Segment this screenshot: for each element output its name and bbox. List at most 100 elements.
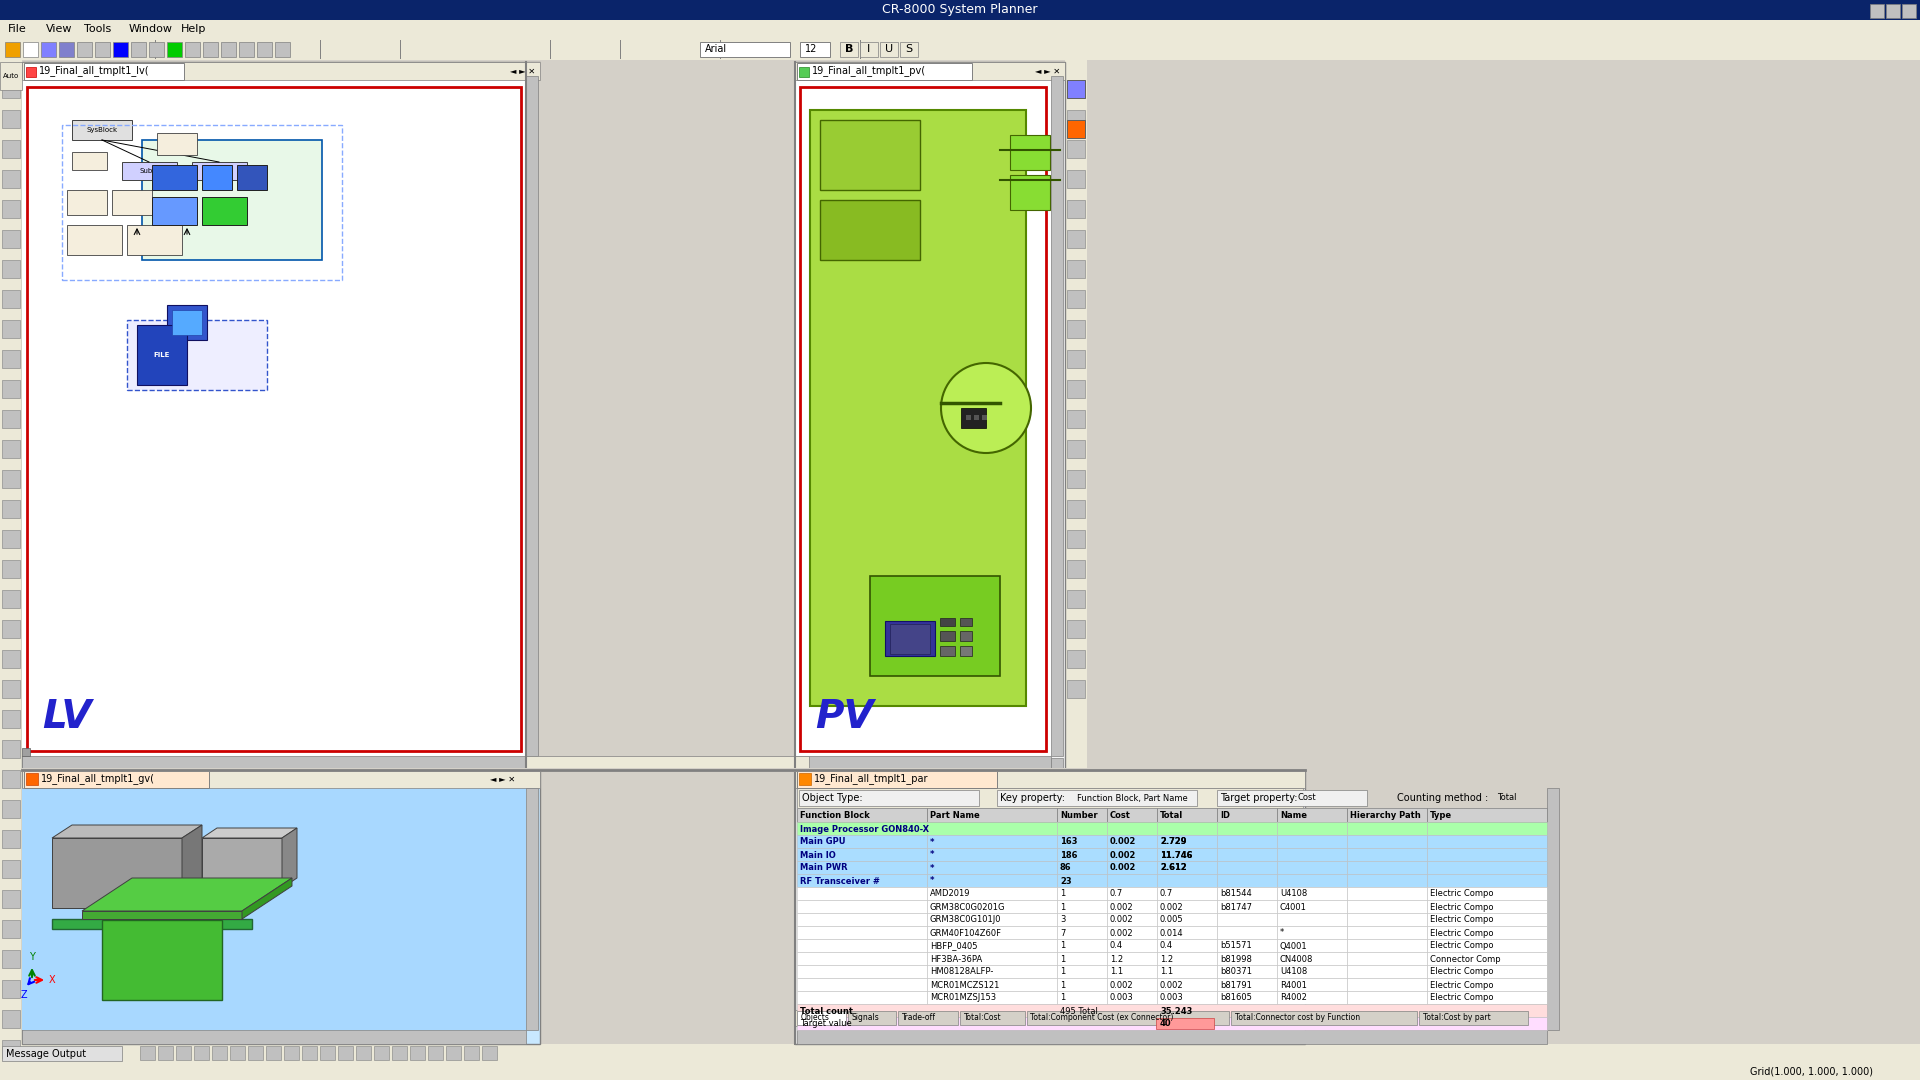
Bar bbox=[2, 470, 19, 488]
Bar bbox=[1217, 939, 1277, 951]
Bar bbox=[284, 1047, 300, 1059]
Bar bbox=[981, 415, 987, 420]
Text: 0.002: 0.002 bbox=[1110, 903, 1133, 912]
Bar bbox=[202, 197, 248, 225]
Bar bbox=[1010, 175, 1050, 210]
Bar bbox=[799, 67, 808, 77]
Text: b81998: b81998 bbox=[1219, 955, 1252, 963]
Bar bbox=[1427, 835, 1548, 848]
Bar bbox=[797, 788, 1304, 808]
Bar bbox=[1068, 110, 1085, 129]
Text: Total:Cost by part: Total:Cost by part bbox=[1423, 1013, 1490, 1023]
Bar bbox=[797, 808, 1548, 822]
Bar bbox=[797, 861, 1548, 874]
Bar bbox=[2, 320, 19, 338]
Bar bbox=[1158, 822, 1217, 835]
Bar bbox=[204, 42, 219, 57]
Bar bbox=[960, 646, 972, 656]
Bar bbox=[248, 1047, 263, 1059]
Bar bbox=[2, 380, 19, 399]
Text: S: S bbox=[906, 44, 912, 54]
Text: 0.003: 0.003 bbox=[1160, 994, 1185, 1002]
Bar bbox=[1427, 939, 1548, 951]
Bar bbox=[870, 576, 1000, 676]
Bar bbox=[1058, 874, 1108, 887]
Bar bbox=[465, 1047, 478, 1059]
Text: FILE: FILE bbox=[154, 352, 171, 357]
Bar bbox=[60, 42, 75, 57]
Bar bbox=[113, 42, 129, 57]
Bar bbox=[73, 120, 132, 140]
Text: 163: 163 bbox=[1060, 837, 1077, 847]
Bar bbox=[1068, 80, 1085, 98]
Bar bbox=[899, 1011, 958, 1025]
Bar bbox=[355, 1047, 371, 1059]
Text: R4002: R4002 bbox=[1281, 994, 1308, 1002]
Text: 495 Total: 495 Total bbox=[1060, 1007, 1098, 1015]
Text: 1: 1 bbox=[1060, 981, 1066, 989]
Bar bbox=[2, 110, 19, 129]
Bar bbox=[1058, 848, 1108, 861]
Bar bbox=[1158, 861, 1217, 874]
Bar bbox=[927, 900, 1058, 913]
Text: *: * bbox=[929, 837, 935, 847]
Bar bbox=[2, 1047, 123, 1061]
Bar bbox=[1058, 913, 1108, 926]
Bar bbox=[927, 978, 1058, 991]
Text: Connector Comp: Connector Comp bbox=[1430, 955, 1501, 963]
Bar bbox=[1277, 966, 1348, 978]
Text: Target property:: Target property: bbox=[1219, 793, 1298, 804]
Text: *: * bbox=[929, 851, 935, 860]
Bar bbox=[2, 530, 19, 548]
Bar bbox=[411, 1047, 424, 1059]
Bar bbox=[202, 165, 232, 190]
Bar bbox=[428, 1047, 444, 1059]
Bar bbox=[1058, 822, 1108, 835]
Bar bbox=[841, 42, 858, 57]
Bar bbox=[21, 770, 540, 788]
Bar bbox=[526, 758, 538, 770]
Text: Electric Compo: Electric Compo bbox=[1430, 890, 1494, 899]
Bar bbox=[236, 165, 267, 190]
Bar bbox=[2, 1040, 19, 1058]
Text: CN4008: CN4008 bbox=[1281, 955, 1313, 963]
Bar bbox=[797, 913, 927, 926]
Bar bbox=[797, 848, 927, 861]
Text: HM08128ALFP-: HM08128ALFP- bbox=[929, 968, 993, 976]
Bar bbox=[1027, 1011, 1229, 1025]
Bar bbox=[230, 1047, 246, 1059]
Text: 0.014: 0.014 bbox=[1160, 929, 1183, 937]
Bar bbox=[2, 770, 19, 788]
Bar bbox=[21, 768, 1306, 772]
Bar bbox=[1348, 966, 1427, 978]
Bar bbox=[1068, 200, 1085, 218]
Text: Electric Compo: Electric Compo bbox=[1430, 929, 1494, 937]
Bar bbox=[1058, 887, 1108, 900]
Text: 2.729: 2.729 bbox=[1160, 837, 1187, 847]
Polygon shape bbox=[282, 828, 298, 888]
Text: Electric Compo: Electric Compo bbox=[1430, 968, 1494, 976]
Bar bbox=[1277, 978, 1348, 991]
Text: Tools: Tools bbox=[84, 24, 111, 33]
Bar bbox=[701, 42, 789, 57]
Bar bbox=[797, 951, 1548, 966]
Text: File: File bbox=[8, 24, 27, 33]
Bar bbox=[1158, 951, 1217, 966]
Text: SysBlock: SysBlock bbox=[86, 127, 117, 133]
Bar bbox=[1108, 848, 1158, 861]
Bar bbox=[797, 966, 927, 978]
Bar bbox=[127, 225, 182, 255]
Bar bbox=[526, 756, 808, 770]
Bar bbox=[275, 42, 290, 57]
Bar bbox=[1158, 978, 1217, 991]
Bar bbox=[1158, 913, 1217, 926]
Text: Electric Compo: Electric Compo bbox=[1430, 994, 1494, 1002]
Text: Main PWR: Main PWR bbox=[801, 864, 847, 873]
Bar bbox=[211, 1047, 227, 1059]
Bar bbox=[927, 808, 1058, 822]
Text: GRM38C0G0201G: GRM38C0G0201G bbox=[929, 903, 1006, 912]
Text: Signals: Signals bbox=[851, 1013, 879, 1023]
Bar bbox=[1885, 4, 1901, 18]
Bar bbox=[1058, 808, 1108, 822]
Text: Electric Compo: Electric Compo bbox=[1430, 942, 1494, 950]
